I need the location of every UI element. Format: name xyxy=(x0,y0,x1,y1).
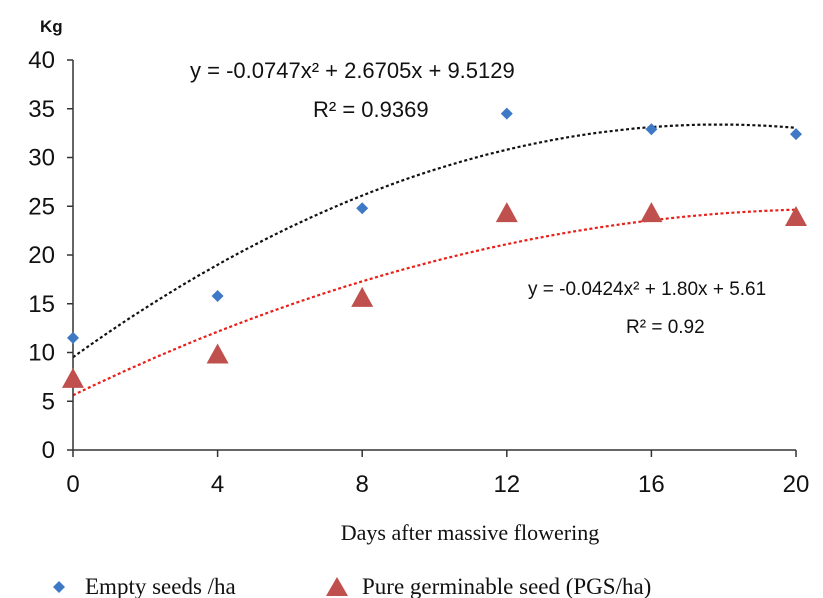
x-tick-label: 4 xyxy=(211,471,224,498)
legend-triangle-icon xyxy=(326,577,348,596)
pgs-r2: R² = 0.92 xyxy=(626,317,705,338)
pgs-point xyxy=(351,286,374,307)
empty-seeds-equation: y = -0.0747x² + 2.6705x + 9.5129 xyxy=(190,58,515,83)
pgs-point xyxy=(206,343,229,364)
legend-pgs-label: Pure germinable seed (PGS/ha) xyxy=(362,574,651,598)
pgs-point xyxy=(785,205,807,226)
y-tick-label: 10 xyxy=(28,340,55,367)
pgs-trendline xyxy=(72,208,797,397)
y-ticks: 0 5 10 15 20 25 30 35 40 xyxy=(28,47,73,464)
legend-diamond-icon xyxy=(53,581,65,593)
y-axis-label: Kg xyxy=(40,17,63,36)
pgs-point xyxy=(495,202,518,223)
pgs-point xyxy=(640,202,663,223)
x-tick-label: 16 xyxy=(638,471,665,498)
empty-seeds-r2: R² = 0.9369 xyxy=(313,97,429,122)
legend-empty-seeds-label: Empty seeds /ha xyxy=(85,574,236,598)
empty-seeds-point xyxy=(645,123,658,136)
y-tick-label: 5 xyxy=(42,388,55,415)
y-tick-label: 25 xyxy=(28,193,55,220)
pgs-point xyxy=(62,367,84,388)
trendlines xyxy=(72,123,797,397)
data-points xyxy=(62,107,807,388)
x-tick-label: 12 xyxy=(493,471,520,498)
x-tick-label: 0 xyxy=(66,471,79,498)
empty-seeds-point xyxy=(790,128,802,141)
x-axis-label: Days after massive flowering xyxy=(341,520,599,545)
empty-seeds-point xyxy=(67,331,79,344)
empty-seeds-point xyxy=(500,107,513,120)
empty-seeds-trendline xyxy=(72,123,797,359)
empty-seeds-point xyxy=(211,289,224,302)
empty-seeds-point xyxy=(356,202,369,215)
x-tick-label: 8 xyxy=(356,471,369,498)
y-tick-label: 30 xyxy=(28,145,55,172)
pgs-equation: y = -0.0424x² + 1.80x + 5.61 xyxy=(528,279,766,300)
y-tick-label: 40 xyxy=(28,47,55,74)
y-tick-label: 0 xyxy=(42,437,55,464)
x-tick-label: 20 xyxy=(783,471,810,498)
y-tick-label: 35 xyxy=(28,96,55,123)
y-tick-label: 15 xyxy=(28,291,55,318)
legend: Empty seeds /ha Pure germinable seed (PG… xyxy=(53,574,651,598)
x-ticks: 0 4 8 12 16 20 xyxy=(66,450,809,498)
y-tick-label: 20 xyxy=(28,242,55,269)
